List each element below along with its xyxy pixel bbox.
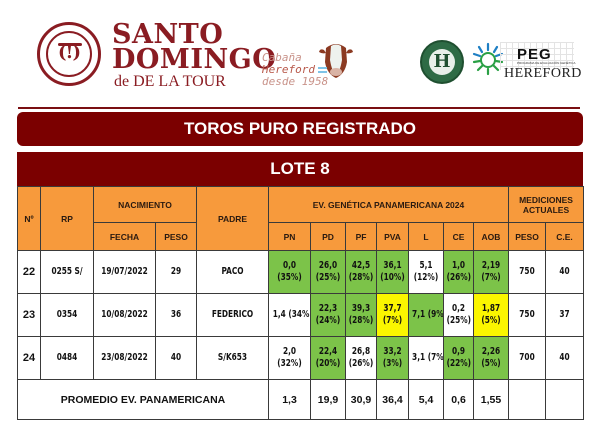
promedio-ce: 0,6 <box>443 379 474 420</box>
header-ce-actual: C.E. <box>544 222 585 251</box>
cell-ce: 1,0 (26%) <box>443 250 474 294</box>
brand-name-line2: DOMINGO <box>112 44 277 75</box>
header-fecha: FECHA <box>93 222 156 251</box>
promedio-pva: 36,4 <box>376 379 409 420</box>
promedio-ce-actual <box>544 379 585 420</box>
seal-bar <box>58 43 82 46</box>
promedio-pn: 1,3 <box>268 379 311 420</box>
header-rp: RP <box>40 186 94 251</box>
cell-pf: 42,5 (28%) <box>345 250 377 294</box>
cell-padre: PACO <box>196 250 269 294</box>
header-pf: PF <box>345 222 377 251</box>
cell-fecha: 19/07/2022 <box>93 250 156 294</box>
seal-glyph: (!) <box>58 42 81 63</box>
header-divider <box>18 107 580 109</box>
cell-pd: 22,3 (24%) <box>310 293 346 337</box>
cabana-hereford-tagline: Cabaña Hereford desde 1958 <box>262 52 328 88</box>
cell-pf: 26,8 (26%) <box>345 336 377 380</box>
table-row: 23 0354 10/08/2022 36 FEDERICO 1,4 (34%)… <box>17 293 585 337</box>
cell-no: 22 <box>17 250 41 294</box>
peg-logo-hereford: HEREFORD <box>504 66 582 81</box>
cell-l: 5,1 (12%) <box>408 250 444 294</box>
cell-pd: 22,4 (20%) <box>310 336 346 380</box>
cell-peso: 29 <box>155 250 197 294</box>
header-pn: PN <box>268 222 311 251</box>
cell-peso: 40 <box>155 336 197 380</box>
cell-l: 7,1 (9%) <box>408 293 444 337</box>
cell-padre: S/K653 <box>196 336 269 380</box>
cabana-line1: Cabaña <box>262 51 302 64</box>
section-title: TOROS PURO REGISTRADO <box>17 112 583 146</box>
promedio-label: PROMEDIO EV. PANAMERICANA <box>17 379 269 420</box>
cell-peso-actual: 700 <box>508 336 546 380</box>
cell-no: 23 <box>17 293 41 337</box>
lote-title: LOTE 8 <box>17 152 583 186</box>
promedio-aob: 1,55 <box>473 379 509 420</box>
hereford-association-logo: H <box>420 40 464 84</box>
header-l: L <box>408 222 444 251</box>
cell-pf: 39,3 (28%) <box>345 293 377 337</box>
hereford-h-letter: H <box>429 49 455 75</box>
promedio-l: 5,4 <box>408 379 444 420</box>
cell-fecha: 10/08/2022 <box>93 293 156 337</box>
santo-domingo-seal-logo: (!) <box>37 22 101 86</box>
header-aob: AOB <box>473 222 509 251</box>
brand-name-line1: SANTO <box>112 19 224 50</box>
cell-ce: 0,9 (22%) <box>443 336 474 380</box>
peg-logo-subtitle: PROGRAMA DE EVALUACIÓN GENÉTICA <box>517 61 576 65</box>
cell-aob: 2,19 (7%) <box>473 250 509 294</box>
cell-aob: 1,87 (5%) <box>473 293 509 337</box>
cell-fecha: 23/08/2022 <box>93 336 156 380</box>
table-row: 22 0255 S/ 19/07/2022 29 PACO 0,0 (35%) 2… <box>17 250 585 294</box>
cell-ce-actual: 37 <box>544 293 585 337</box>
cabana-line3: desde 1958 <box>262 75 329 88</box>
cell-rp: 0255 S/ <box>40 250 94 294</box>
header-mediciones: MEDICIONES ACTUALES <box>507 186 585 223</box>
cell-pva: 33,2 (3%) <box>376 336 409 380</box>
header-padre: PADRE <box>196 186 269 251</box>
cell-rp: 0354 <box>40 293 94 337</box>
cell-pva: 36,1 (10%) <box>376 250 409 294</box>
cell-pn: 0,0 (35%) <box>268 250 311 294</box>
cell-pn: 2,0 (32%) <box>268 336 311 380</box>
cell-ce: 0,2 (25%) <box>443 293 474 337</box>
header-no: Nº <box>17 186 41 251</box>
promedio-pd: 19,9 <box>310 379 346 420</box>
promedio-row: PROMEDIO EV. PANAMERICANA 1,3 19,9 30,9 … <box>17 379 585 420</box>
table-row: 24 0484 23/08/2022 40 S/K653 2,0 (32%) 22… <box>17 336 585 380</box>
cell-pva: 37,7 (7%) <box>376 293 409 337</box>
header-ev-genetica: EV. GENÉTICA PANAMERICANA 2024 <box>268 186 509 223</box>
header-pd: PD <box>310 222 346 251</box>
header-peso-actual: PESO <box>508 222 546 251</box>
cell-peso-actual: 750 <box>508 293 546 337</box>
lote-table: Nº RP NACIMIENTO PADRE EV. GENÉTICA PANA… <box>17 186 585 420</box>
cell-ce-actual: 40 <box>544 250 585 294</box>
cell-pd: 26,0 (25%) <box>310 250 346 294</box>
cell-padre: FEDERICO <box>196 293 269 337</box>
header-nacimiento: NACIMIENTO <box>93 186 197 223</box>
cell-no: 24 <box>17 336 41 380</box>
cell-pn: 1,4 (34%) <box>268 293 311 337</box>
cell-ce-actual: 40 <box>544 336 585 380</box>
promedio-peso-actual <box>508 379 546 420</box>
header-ce: CE <box>443 222 474 251</box>
cell-peso: 36 <box>155 293 197 337</box>
cell-aob: 2,26 (5%) <box>473 336 509 380</box>
cell-peso-actual: 750 <box>508 250 546 294</box>
header-peso: PESO <box>155 222 197 251</box>
peg-grid-background <box>500 42 574 70</box>
promedio-pf: 30,9 <box>345 379 377 420</box>
header-pva: PVA <box>376 222 409 251</box>
cabana-line2: Hereford <box>262 63 315 76</box>
peg-logo-title: PEG <box>517 46 552 63</box>
cell-rp: 0484 <box>40 336 94 380</box>
brand-name-line3: de DE LA TOUR <box>114 73 226 90</box>
hereford-cow-head-icon <box>318 44 353 78</box>
cell-l: 3,1 (7%) <box>408 336 444 380</box>
seal-inner-ring: (!) <box>46 31 92 77</box>
